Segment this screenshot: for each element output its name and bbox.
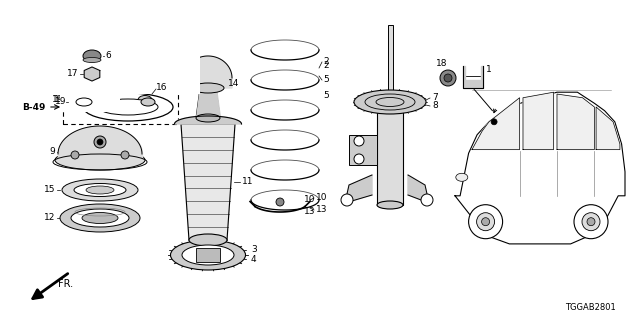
Ellipse shape [62, 179, 138, 201]
Polygon shape [345, 175, 372, 203]
Text: 17: 17 [109, 77, 120, 86]
Ellipse shape [79, 103, 89, 111]
Polygon shape [472, 98, 520, 149]
Circle shape [276, 198, 284, 206]
Text: 1: 1 [486, 66, 492, 75]
Circle shape [468, 205, 502, 239]
Circle shape [97, 139, 103, 145]
Polygon shape [463, 66, 483, 88]
Bar [388, 25, 393, 102]
Polygon shape [596, 107, 620, 149]
Ellipse shape [83, 50, 101, 62]
Ellipse shape [182, 245, 234, 265]
Ellipse shape [141, 98, 155, 106]
Circle shape [421, 194, 433, 206]
Ellipse shape [138, 95, 152, 105]
Polygon shape [455, 92, 625, 244]
Text: 3: 3 [251, 245, 257, 254]
Text: 16: 16 [148, 85, 159, 94]
Text: 7: 7 [432, 93, 438, 102]
Polygon shape [408, 175, 429, 203]
Text: FR.: FR. [58, 279, 73, 289]
Text: 10: 10 [316, 194, 328, 203]
Circle shape [582, 213, 600, 231]
Ellipse shape [86, 68, 104, 73]
Text: 19: 19 [54, 95, 65, 105]
Text: 17: 17 [65, 77, 77, 86]
Polygon shape [181, 124, 235, 240]
Circle shape [121, 151, 129, 159]
Ellipse shape [170, 240, 246, 270]
Bar [196, 248, 220, 262]
Circle shape [477, 213, 495, 231]
Text: TGGAB2801: TGGAB2801 [565, 303, 616, 312]
Text: 12: 12 [44, 213, 55, 222]
Text: 8: 8 [432, 101, 438, 110]
Text: 5: 5 [323, 76, 329, 84]
Circle shape [354, 154, 364, 164]
Ellipse shape [86, 186, 114, 194]
Ellipse shape [74, 183, 126, 196]
Circle shape [440, 70, 456, 86]
Circle shape [94, 136, 106, 148]
Circle shape [341, 194, 353, 206]
Polygon shape [557, 94, 595, 149]
Bar [377, 102, 403, 205]
Ellipse shape [82, 212, 118, 223]
Text: 6: 6 [105, 52, 111, 60]
Ellipse shape [354, 90, 426, 114]
Ellipse shape [377, 201, 403, 209]
Ellipse shape [88, 77, 102, 87]
Circle shape [491, 119, 497, 125]
Text: 17: 17 [67, 69, 78, 78]
Ellipse shape [83, 58, 101, 62]
Text: 13: 13 [303, 207, 315, 217]
Ellipse shape [55, 150, 145, 170]
Polygon shape [84, 67, 100, 81]
Bar [60, 92, 120, 112]
Text: 14: 14 [228, 78, 239, 87]
Ellipse shape [192, 83, 224, 93]
Ellipse shape [71, 209, 129, 227]
Circle shape [444, 74, 452, 82]
Text: B-49: B-49 [22, 102, 45, 111]
Circle shape [574, 205, 608, 239]
Circle shape [354, 136, 364, 146]
Polygon shape [523, 92, 554, 149]
Circle shape [587, 218, 595, 226]
Ellipse shape [60, 204, 140, 232]
Circle shape [482, 218, 490, 226]
Polygon shape [175, 116, 241, 124]
Text: 16: 16 [156, 84, 168, 92]
Text: 9: 9 [49, 148, 55, 156]
Ellipse shape [456, 173, 468, 181]
Text: 6: 6 [107, 55, 113, 65]
Text: 5: 5 [323, 91, 329, 100]
Text: 10: 10 [303, 196, 315, 204]
Circle shape [71, 151, 79, 159]
Text: 2: 2 [323, 60, 328, 69]
Text: 13: 13 [316, 205, 328, 214]
Polygon shape [184, 56, 232, 88]
Ellipse shape [189, 234, 227, 246]
Text: 2: 2 [323, 58, 328, 67]
Text: 18: 18 [436, 59, 448, 68]
Ellipse shape [98, 99, 158, 115]
Ellipse shape [196, 114, 220, 122]
Text: 4: 4 [251, 255, 257, 265]
Text: 19: 19 [54, 98, 66, 107]
Text: 15: 15 [44, 186, 55, 195]
Text: 19: 19 [51, 95, 63, 105]
Ellipse shape [86, 55, 104, 69]
Bar [349, 135, 377, 165]
Bar [60, 44, 200, 94]
Text: 11: 11 [242, 178, 253, 187]
